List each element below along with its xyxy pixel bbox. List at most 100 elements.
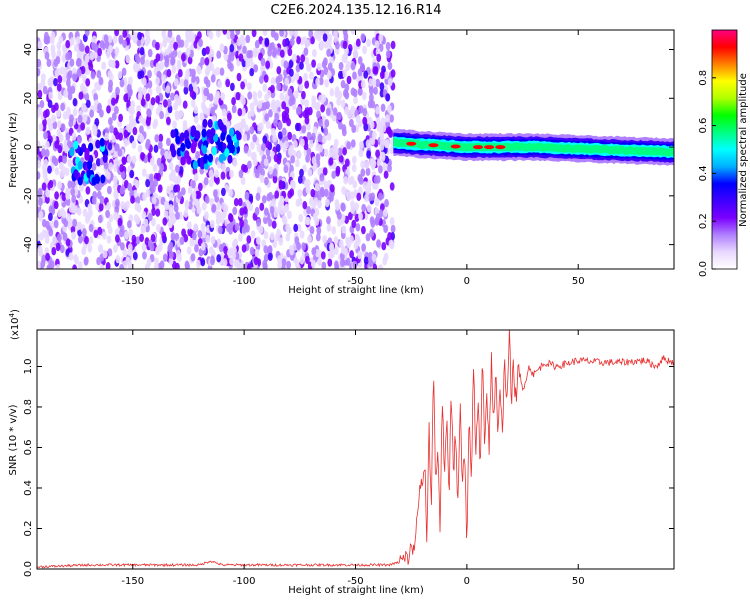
spectrogram-cell — [229, 53, 235, 62]
spectrogram-cell — [122, 30, 128, 38]
spectrogram-cell — [251, 30, 257, 38]
colorbar-tick-label: 0.2 — [698, 213, 709, 229]
spectrogram-cell — [284, 98, 290, 107]
spectrogram-cell — [155, 62, 161, 71]
colorbar-tick-label: 0.6 — [698, 118, 709, 134]
spectrogram-cell — [84, 54, 90, 63]
spectrogram-cell — [379, 135, 385, 145]
spectrogram-cell — [357, 87, 363, 96]
spectrogram-cell — [183, 79, 189, 88]
spectrogram-cell — [37, 89, 43, 99]
spectrogram-cell — [51, 247, 57, 256]
spectrogram-cell — [285, 233, 291, 242]
spectrogram-cell — [123, 202, 128, 212]
spectrogram-cell — [287, 88, 293, 97]
spectrogram-cell — [300, 54, 306, 63]
spectrogram-cell — [164, 150, 170, 160]
spectrogram-cell — [237, 197, 243, 207]
spectrogram-cell — [286, 260, 291, 269]
spectrogram-cell — [119, 164, 125, 173]
spectrogram-cell — [236, 261, 242, 269]
spectrogram-cell — [66, 213, 72, 222]
spectrogram-cell — [128, 228, 134, 237]
spectrogram-cell — [174, 110, 180, 119]
spectrogram-cell — [150, 97, 156, 106]
spectrogram-cell — [387, 61, 393, 71]
spectrogram-cell — [351, 155, 357, 165]
cluster-cell — [229, 127, 235, 137]
spectrogram-cell — [256, 218, 261, 227]
spectrogram-cell — [126, 155, 132, 164]
spectrogram-cell — [352, 88, 358, 98]
spectrogram-cell — [159, 61, 165, 70]
spectrogram-cell — [50, 31, 56, 41]
spectrogram-cell — [262, 259, 268, 268]
spectrogram-cell — [84, 45, 90, 54]
spectrogram-cell — [105, 50, 111, 59]
spectrogram-cell — [380, 103, 386, 113]
spectrogram-cell — [73, 254, 78, 263]
spectrogram-cell — [57, 75, 63, 84]
spectrogram-cell — [294, 259, 300, 268]
spectrogram-cell — [281, 101, 287, 110]
spectrogram-cell — [321, 94, 326, 103]
spectrogram-cell — [60, 123, 66, 132]
spectrogram-cell — [376, 53, 382, 63]
spectrogram-cell — [230, 82, 235, 92]
x-tick-label: 0 — [464, 576, 470, 587]
spectrogram-cell — [41, 219, 47, 228]
spectrogram-cell — [322, 167, 328, 176]
cluster-cell — [183, 129, 190, 139]
spectrogram-cell — [190, 253, 196, 262]
spectrogram-cell — [344, 158, 350, 167]
spectrogram-cell — [337, 147, 343, 157]
spectrogram-cell — [131, 155, 137, 164]
x-tick-label: 0 — [464, 276, 470, 287]
spectrogram-cell — [63, 218, 69, 228]
spectrogram-cell — [276, 82, 282, 92]
spectrogram-cell — [196, 259, 201, 269]
spectrogram-cell — [253, 256, 259, 266]
spectrogram-cell — [117, 217, 123, 227]
spectrogram-cell — [80, 122, 86, 131]
spectrogram-cell — [283, 140, 289, 149]
spectrogram-cell — [45, 195, 50, 204]
spectrogram-cell — [311, 132, 316, 142]
spectrogram-cell — [228, 188, 234, 198]
spectrogram-cell — [340, 80, 346, 89]
signal-peak — [450, 144, 461, 149]
spectrogram-cell — [179, 39, 185, 48]
spectrogram-cell — [338, 61, 344, 71]
spectrogram-cell — [53, 219, 59, 229]
spectrogram-cell — [38, 210, 44, 219]
spectrogram-cell — [54, 191, 59, 200]
spectrogram-cell — [329, 88, 335, 97]
spectrogram-cell — [322, 235, 327, 244]
y-tick-label: 0.0 — [23, 561, 34, 577]
spectrogram-cell — [309, 71, 314, 80]
spectrogram-cell — [299, 256, 305, 265]
spectrogram-cell — [299, 168, 304, 178]
spectrogram-cell — [250, 141, 255, 150]
spectrogram-cell — [58, 35, 64, 44]
spectrogram-cell — [385, 114, 390, 123]
spectrogram-cell — [323, 127, 329, 136]
spectrogram-cell — [219, 215, 225, 225]
spectrogram-cell — [203, 177, 209, 186]
spectrogram-cell — [176, 34, 181, 43]
spectrogram-cell — [318, 144, 323, 153]
spectrogram-cell — [288, 59, 294, 69]
spectrogram-cell — [296, 106, 302, 115]
cluster-cell — [203, 154, 209, 164]
spectrogram-cell — [272, 47, 278, 56]
spectrogram-cell — [142, 251, 147, 260]
spectrogram-cell — [65, 191, 71, 200]
spectrogram-cell — [131, 234, 137, 244]
spectrogram-cell — [244, 124, 249, 133]
spectrogram-cell — [178, 166, 184, 175]
spectrogram-cell — [46, 58, 52, 68]
spectrogram-cell — [67, 91, 73, 101]
spectrogram-cell — [179, 236, 185, 245]
spectrogram-cell — [97, 103, 102, 112]
spectrogram-cell — [60, 102, 65, 112]
